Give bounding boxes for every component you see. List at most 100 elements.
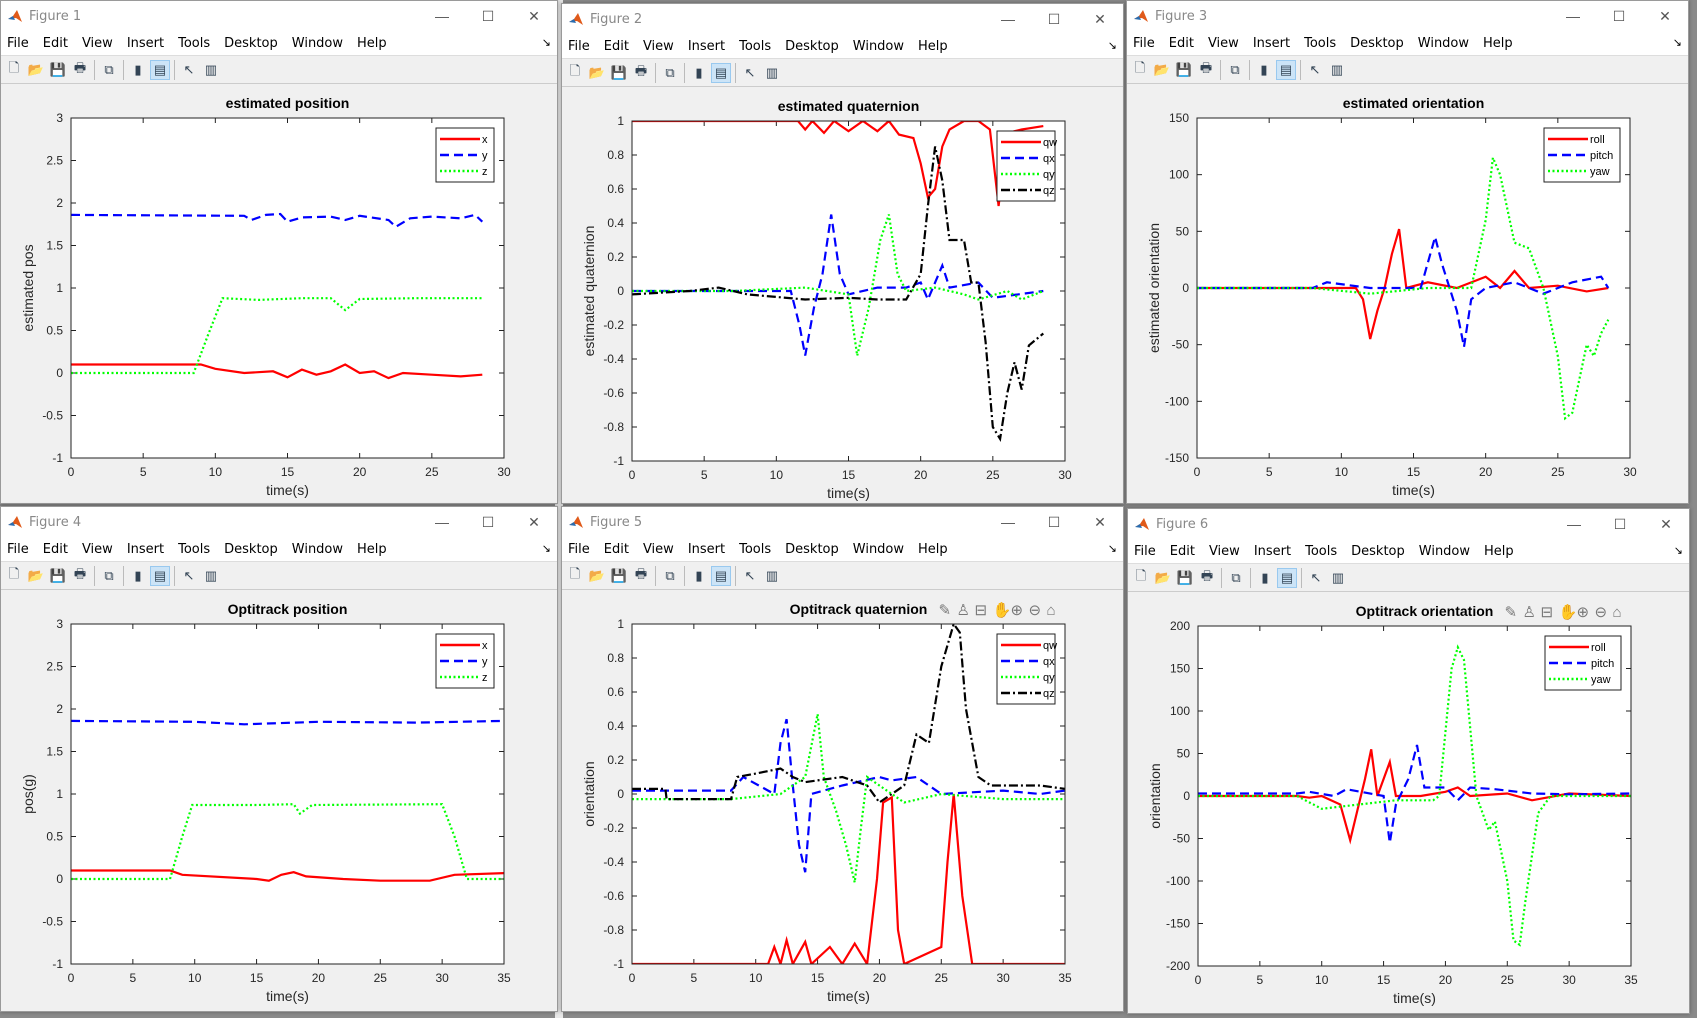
print-button[interactable]: 🖶 — [631, 566, 651, 586]
link-plot-button[interactable]: ⧉ — [1225, 60, 1245, 80]
property-editor-button[interactable]: ▥ — [762, 566, 782, 586]
title-bar[interactable]: Figure 1 — ☐ ✕ — [1, 1, 557, 31]
minimize-button[interactable]: — — [1001, 11, 1015, 27]
dock-arrow-icon[interactable]: ↘ — [1672, 37, 1682, 49]
menu-help[interactable]: Help — [1483, 35, 1513, 51]
legend[interactable] — [435, 633, 495, 689]
pointer-button[interactable]: ↖ — [740, 63, 760, 83]
menu-view[interactable]: View — [81, 541, 113, 557]
edit-plot-icon[interactable]: ✎ — [939, 602, 952, 619]
maximize-button[interactable]: ☐ — [481, 513, 495, 530]
close-button[interactable]: ✕ — [1094, 513, 1106, 530]
close-button[interactable]: ✕ — [1659, 7, 1671, 24]
print-button[interactable]: 🖶 — [70, 60, 90, 80]
minimize-button[interactable]: — — [1566, 8, 1580, 24]
new-file-button[interactable]: 🗋 — [565, 566, 585, 586]
colorbar-button[interactable]: ▮ — [689, 566, 709, 586]
brush-icon[interactable]: ♙ — [1523, 604, 1536, 621]
menu-desktop[interactable]: Desktop — [785, 541, 839, 557]
legend-button[interactable]: ▤ — [711, 62, 731, 83]
minimize-button[interactable]: — — [1567, 516, 1581, 532]
colorbar-button[interactable]: ▮ — [128, 60, 148, 80]
print-button[interactable]: 🖶 — [1196, 60, 1216, 80]
legend-button[interactable]: ▤ — [1277, 567, 1297, 588]
zoom-in-icon[interactable]: ⊕ — [1011, 602, 1024, 619]
save-button[interactable]: 💾 — [1174, 60, 1194, 80]
pointer-button[interactable]: ↖ — [179, 566, 199, 586]
data-cursor-icon[interactable]: ⊟ — [1541, 604, 1554, 621]
new-file-button[interactable]: 🗋 — [1131, 568, 1151, 588]
open-file-button[interactable]: 📂 — [1153, 568, 1173, 588]
menu-view[interactable]: View — [1208, 543, 1240, 559]
menu-insert[interactable]: Insert — [1252, 35, 1291, 51]
property-editor-button[interactable]: ▥ — [1327, 60, 1347, 80]
menu-tools[interactable]: Tools — [178, 35, 211, 51]
maximize-button[interactable]: ☐ — [1047, 513, 1061, 530]
legend-button[interactable]: ▤ — [150, 59, 170, 80]
home-icon[interactable]: ⌂ — [1047, 602, 1056, 619]
link-plot-button[interactable]: ⧉ — [660, 566, 680, 586]
menu-tools[interactable]: Tools — [1304, 35, 1337, 51]
close-button[interactable]: ✕ — [528, 7, 540, 24]
menu-tools[interactable]: Tools — [1305, 543, 1338, 559]
menu-insert[interactable]: Insert — [687, 541, 726, 557]
pointer-button[interactable]: ↖ — [1306, 568, 1326, 588]
menu-window[interactable]: Window — [291, 541, 344, 557]
menu-desktop[interactable]: Desktop — [785, 38, 839, 54]
colorbar-button[interactable]: ▮ — [1254, 60, 1274, 80]
menu-window[interactable]: Window — [291, 35, 344, 51]
pointer-button[interactable]: ↖ — [179, 60, 199, 80]
title-bar[interactable]: Figure 2 — ☐ ✕ — [562, 4, 1123, 34]
open-file-button[interactable]: 📂 — [587, 63, 607, 83]
axes-background[interactable] — [632, 624, 1065, 964]
menu-insert[interactable]: Insert — [126, 541, 165, 557]
menu-window[interactable]: Window — [852, 38, 905, 54]
minimize-button[interactable]: — — [1001, 514, 1015, 530]
maximize-button[interactable]: ☐ — [1612, 7, 1626, 24]
dock-arrow-icon[interactable]: ↘ — [1107, 543, 1117, 555]
menu-edit[interactable]: Edit — [42, 35, 68, 51]
legend-button[interactable]: ▤ — [711, 565, 731, 586]
menu-edit[interactable]: Edit — [1169, 543, 1195, 559]
menu-file[interactable]: File — [7, 541, 29, 557]
menu-window[interactable]: Window — [1417, 35, 1470, 51]
menu-help[interactable]: Help — [918, 541, 948, 557]
menu-view[interactable]: View — [642, 38, 674, 54]
colorbar-button[interactable]: ▮ — [689, 63, 709, 83]
save-button[interactable]: 💾 — [48, 566, 68, 586]
zoom-out-icon[interactable]: ⊖ — [1595, 604, 1608, 621]
pan-icon[interactable]: ✋ — [993, 601, 1012, 619]
save-button[interactable]: 💾 — [609, 63, 629, 83]
menu-file[interactable]: File — [1134, 543, 1156, 559]
menu-edit[interactable]: Edit — [603, 541, 629, 557]
legend-button[interactable]: ▤ — [1276, 59, 1296, 80]
print-button[interactable]: 🖶 — [631, 63, 651, 83]
edit-plot-icon[interactable]: ✎ — [1505, 604, 1518, 621]
brush-icon[interactable]: ♙ — [957, 602, 970, 619]
new-file-button[interactable]: 🗋 — [1130, 60, 1150, 80]
menu-insert[interactable]: Insert — [126, 35, 165, 51]
zoom-out-icon[interactable]: ⊖ — [1029, 602, 1042, 619]
close-button[interactable]: ✕ — [528, 513, 540, 530]
colorbar-button[interactable]: ▮ — [128, 566, 148, 586]
axes-background[interactable] — [71, 118, 504, 458]
menu-help[interactable]: Help — [357, 541, 387, 557]
data-cursor-icon[interactable]: ⊟ — [975, 602, 988, 619]
minimize-button[interactable]: — — [435, 8, 449, 24]
menu-tools[interactable]: Tools — [178, 541, 211, 557]
maximize-button[interactable]: ☐ — [1613, 515, 1627, 532]
home-icon[interactable]: ⌂ — [1613, 604, 1622, 621]
zoom-in-icon[interactable]: ⊕ — [1577, 604, 1590, 621]
title-bar[interactable]: Figure 4 — ☐ ✕ — [1, 507, 557, 537]
save-button[interactable]: 💾 — [609, 566, 629, 586]
colorbar-button[interactable]: ▮ — [1255, 568, 1275, 588]
menu-desktop[interactable]: Desktop — [1351, 543, 1405, 559]
dock-arrow-icon[interactable]: ↘ — [1673, 545, 1683, 557]
property-editor-button[interactable]: ▥ — [201, 566, 221, 586]
legend-button[interactable]: ▤ — [150, 565, 170, 586]
property-editor-button[interactable]: ▥ — [762, 63, 782, 83]
title-bar[interactable]: Figure 3 — ☐ ✕ — [1127, 1, 1688, 31]
menu-edit[interactable]: Edit — [603, 38, 629, 54]
menu-insert[interactable]: Insert — [687, 38, 726, 54]
new-file-button[interactable]: 🗋 — [565, 63, 585, 83]
